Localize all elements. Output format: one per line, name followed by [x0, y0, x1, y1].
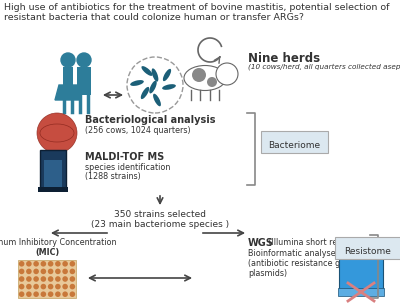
Circle shape	[19, 284, 24, 289]
Text: plasmids): plasmids)	[248, 269, 287, 278]
Text: (23 main bacteriome species ): (23 main bacteriome species )	[91, 220, 229, 229]
FancyBboxPatch shape	[339, 257, 383, 289]
Circle shape	[37, 113, 77, 153]
Text: Bacteriological analysis: Bacteriological analysis	[85, 115, 216, 125]
Text: species identification: species identification	[85, 163, 170, 172]
Circle shape	[33, 292, 39, 297]
Circle shape	[62, 276, 68, 282]
Ellipse shape	[162, 84, 176, 90]
Circle shape	[40, 292, 46, 297]
Circle shape	[48, 269, 54, 274]
Circle shape	[70, 269, 75, 274]
Text: Resistome: Resistome	[344, 247, 392, 256]
FancyBboxPatch shape	[261, 131, 328, 153]
Circle shape	[48, 261, 54, 267]
Ellipse shape	[149, 81, 157, 93]
Text: Nine herds: Nine herds	[248, 52, 320, 65]
Text: WGS: WGS	[248, 238, 274, 248]
Circle shape	[192, 68, 206, 82]
Ellipse shape	[152, 68, 158, 82]
Circle shape	[48, 284, 54, 289]
Circle shape	[70, 276, 75, 282]
Ellipse shape	[130, 80, 144, 86]
Ellipse shape	[163, 69, 171, 81]
Text: resistant bacteria that could colonize human or transfer ARGs?: resistant bacteria that could colonize h…	[4, 13, 304, 22]
Text: Bacteriome: Bacteriome	[268, 141, 320, 150]
Circle shape	[26, 269, 32, 274]
Text: (antibiotic resistance genes,: (antibiotic resistance genes,	[248, 259, 362, 268]
Circle shape	[70, 284, 75, 289]
Circle shape	[26, 261, 32, 267]
Circle shape	[40, 284, 46, 289]
FancyBboxPatch shape	[38, 187, 68, 192]
Circle shape	[62, 284, 68, 289]
Circle shape	[33, 276, 39, 282]
Circle shape	[216, 63, 238, 85]
Circle shape	[26, 292, 32, 297]
FancyBboxPatch shape	[18, 260, 76, 298]
Polygon shape	[55, 85, 81, 100]
Circle shape	[77, 53, 91, 67]
Circle shape	[55, 269, 61, 274]
Circle shape	[70, 292, 75, 297]
Circle shape	[33, 269, 39, 274]
Circle shape	[40, 261, 46, 267]
Circle shape	[26, 276, 32, 282]
Circle shape	[40, 269, 46, 274]
Circle shape	[48, 276, 54, 282]
Text: Bioinformatic analyses: Bioinformatic analyses	[248, 249, 340, 258]
FancyBboxPatch shape	[338, 288, 384, 296]
Circle shape	[40, 276, 46, 282]
Text: (MIC): (MIC)	[36, 248, 60, 257]
Ellipse shape	[184, 65, 226, 91]
Circle shape	[19, 292, 24, 297]
Circle shape	[207, 77, 217, 87]
Circle shape	[33, 284, 39, 289]
Text: High use of antibiotics for the treatment of bovine mastitis, potential selectio: High use of antibiotics for the treatmen…	[4, 3, 390, 12]
Circle shape	[70, 261, 75, 267]
FancyBboxPatch shape	[63, 67, 73, 85]
FancyBboxPatch shape	[77, 67, 91, 95]
Circle shape	[19, 276, 24, 282]
Ellipse shape	[153, 94, 161, 106]
FancyBboxPatch shape	[335, 237, 400, 259]
Circle shape	[19, 261, 24, 267]
Circle shape	[55, 284, 61, 289]
Text: (256 cows, 1024 quarters): (256 cows, 1024 quarters)	[85, 126, 191, 135]
Text: (1288 strains): (1288 strains)	[85, 172, 141, 181]
Ellipse shape	[142, 66, 152, 76]
Circle shape	[55, 292, 61, 297]
Circle shape	[62, 261, 68, 267]
FancyBboxPatch shape	[40, 150, 66, 190]
Circle shape	[26, 284, 32, 289]
Text: (Illumina short reads): (Illumina short reads)	[266, 238, 355, 247]
FancyBboxPatch shape	[44, 160, 62, 188]
Circle shape	[33, 261, 39, 267]
Circle shape	[62, 269, 68, 274]
Circle shape	[48, 292, 54, 297]
Text: (10 cows/herd, all quarters collected aseptically): (10 cows/herd, all quarters collected as…	[248, 63, 400, 70]
Text: MALDI-TOF MS: MALDI-TOF MS	[85, 152, 164, 162]
Circle shape	[62, 292, 68, 297]
Circle shape	[19, 269, 24, 274]
Text: 350 strains selected: 350 strains selected	[114, 210, 206, 219]
Circle shape	[61, 53, 75, 67]
Circle shape	[55, 276, 61, 282]
Circle shape	[55, 261, 61, 267]
Ellipse shape	[141, 87, 149, 99]
Text: Minimum Inhibitory Concentration: Minimum Inhibitory Concentration	[0, 238, 117, 247]
